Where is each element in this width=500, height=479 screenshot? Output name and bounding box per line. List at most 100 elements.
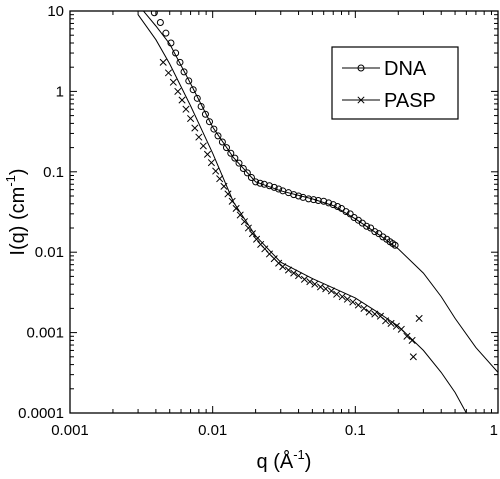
y-tick-label: 0.01	[35, 244, 64, 261]
dna-point	[189, 86, 197, 94]
legend-marker	[357, 64, 365, 72]
pasp-point	[409, 353, 417, 361]
dna-point	[235, 159, 243, 167]
dna-point	[367, 224, 375, 232]
pasp-point	[212, 167, 220, 175]
dna-point	[205, 118, 213, 126]
pasp-point	[284, 266, 293, 274]
pasp-point	[195, 133, 203, 141]
pasp-point	[164, 69, 173, 77]
dna-point	[156, 18, 164, 26]
pasp-point	[159, 58, 167, 66]
pasp-point	[191, 124, 199, 132]
data-markers	[150, 11, 423, 361]
y-tick-label: 10	[47, 3, 64, 20]
legend-item-pasp: PASP	[342, 90, 436, 112]
dna-point	[252, 178, 260, 186]
dna-point	[214, 132, 222, 140]
pasp-point	[322, 285, 330, 293]
pasp-point	[311, 280, 319, 288]
pasp-point	[403, 332, 411, 340]
pasp-point	[279, 263, 287, 271]
pasp-point	[333, 290, 341, 298]
dna-point	[256, 179, 264, 187]
pasp-point	[178, 96, 186, 104]
legend-item-dna: DNA	[342, 58, 427, 80]
pasp-point	[343, 295, 351, 303]
dna-point	[243, 169, 251, 177]
pasp-point	[248, 230, 256, 238]
pasp-point	[382, 317, 390, 325]
dna-point	[180, 68, 188, 76]
dna-point	[265, 182, 273, 190]
pasp-point	[415, 314, 423, 322]
pasp-point	[182, 105, 190, 113]
dna-point	[162, 29, 170, 37]
dna-point	[197, 102, 205, 110]
y-tick-label: 0.1	[43, 164, 64, 181]
pasp-point	[316, 283, 325, 291]
pasp-point	[327, 287, 335, 295]
pasp-point	[306, 278, 314, 286]
dna-point	[218, 138, 226, 146]
y-tick-label: 0.0001	[18, 405, 64, 422]
pasp-point	[169, 78, 177, 86]
pasp-point	[252, 235, 261, 243]
dna-point	[379, 233, 387, 241]
pasp-point	[244, 224, 252, 232]
series-dna	[150, 11, 399, 249]
pasp-point	[220, 182, 228, 190]
dna-point	[270, 183, 278, 191]
x-tick-label: 1	[490, 422, 498, 439]
x-axis-label: q (Å-1)	[257, 447, 312, 473]
axis-ticks	[69, 10, 499, 414]
y-tick-label: 0.001	[26, 325, 64, 342]
pasp-point	[295, 272, 303, 280]
pasp-point	[365, 308, 373, 316]
pasp-point	[232, 204, 240, 213]
legend-label: DNA	[384, 58, 427, 80]
dna-point	[150, 11, 158, 17]
pasp-point	[408, 336, 416, 344]
pasp-point	[290, 269, 298, 277]
dna-point	[314, 196, 322, 204]
series-pasp	[159, 58, 423, 361]
legend-box	[331, 46, 459, 120]
dna-point	[310, 196, 318, 204]
dna-point	[391, 241, 399, 249]
pasp-point	[207, 159, 215, 167]
legend: DNA PASP	[331, 46, 459, 120]
pasp-point	[371, 310, 379, 318]
x-tick-label: 0.01	[198, 422, 227, 439]
pasp-point	[236, 211, 244, 219]
dna-point	[320, 197, 328, 205]
pasp-point	[216, 175, 224, 183]
dna-point	[346, 210, 354, 218]
dna-point	[290, 191, 298, 199]
pasp-point	[397, 325, 405, 333]
x-tick-label: 0.001	[51, 422, 89, 439]
x-tick-label: 0.1	[345, 422, 366, 439]
pasp-point	[224, 190, 232, 198]
dna-point	[185, 77, 193, 85]
dna-point	[201, 110, 209, 118]
dna-point	[231, 154, 239, 162]
pasp-point	[203, 150, 212, 158]
dna-point	[222, 144, 230, 152]
pasp-point	[240, 218, 248, 226]
dna-point	[275, 185, 283, 193]
legend-label: PASP	[384, 90, 436, 112]
dna-point	[239, 164, 247, 172]
pasp-point	[360, 304, 368, 312]
legend-marker	[357, 96, 365, 104]
y-tick-label: 1	[56, 83, 64, 100]
pasp-point	[199, 142, 207, 150]
pasp-point	[387, 319, 395, 327]
dna-point	[247, 173, 255, 181]
dna-point	[295, 192, 303, 200]
plot-frame	[69, 10, 499, 414]
dna-point	[167, 39, 175, 47]
dna-point	[172, 49, 180, 57]
